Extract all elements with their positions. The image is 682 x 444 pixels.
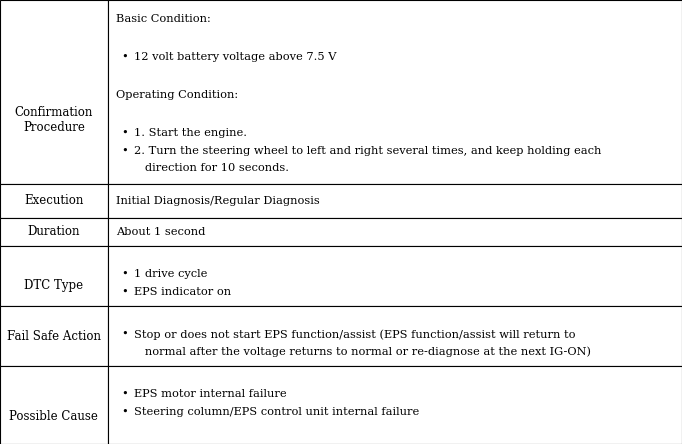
Bar <box>108 306 682 366</box>
Bar <box>0 366 108 444</box>
Text: •: • <box>121 269 128 279</box>
Text: Steering column/EPS control unit internal failure: Steering column/EPS control unit interna… <box>134 407 419 417</box>
Bar <box>0 306 108 366</box>
Text: 1 drive cycle: 1 drive cycle <box>134 269 207 279</box>
Text: Execution: Execution <box>24 194 84 207</box>
Text: Confirmation
Procedure: Confirmation Procedure <box>15 106 93 134</box>
Bar <box>0 184 108 218</box>
Text: normal after the voltage returns to normal or re-diagnose at the next IG-ON): normal after the voltage returns to norm… <box>134 347 591 357</box>
Bar <box>0 246 108 306</box>
Text: Operating Condition:: Operating Condition: <box>116 90 238 100</box>
Bar <box>108 218 682 246</box>
Text: 12 volt battery voltage above 7.5 V: 12 volt battery voltage above 7.5 V <box>134 52 336 62</box>
Bar <box>108 184 682 218</box>
Text: •: • <box>121 128 128 138</box>
Text: EPS indicator on: EPS indicator on <box>134 287 231 297</box>
Text: •: • <box>121 146 128 156</box>
Bar <box>108 0 682 184</box>
Text: Stop or does not start EPS function/assist (EPS function/assist will return to: Stop or does not start EPS function/assi… <box>134 329 575 340</box>
Text: Possible Cause: Possible Cause <box>10 410 98 423</box>
Bar <box>0 218 108 246</box>
Bar <box>0 0 108 184</box>
Text: 1. Start the engine.: 1. Start the engine. <box>134 128 247 138</box>
Text: Basic Condition:: Basic Condition: <box>116 14 211 24</box>
Text: •: • <box>121 287 128 297</box>
Text: •: • <box>121 329 128 339</box>
Text: Initial Diagnosis/Regular Diagnosis: Initial Diagnosis/Regular Diagnosis <box>116 196 320 206</box>
Text: EPS motor internal failure: EPS motor internal failure <box>134 389 286 399</box>
Text: DTC Type: DTC Type <box>25 279 83 292</box>
Text: •: • <box>121 407 128 417</box>
Text: 2. Turn the steering wheel to left and right several times, and keep holding eac: 2. Turn the steering wheel to left and r… <box>134 146 601 156</box>
Text: About 1 second: About 1 second <box>116 227 205 237</box>
Text: Fail Safe Action: Fail Safe Action <box>7 330 101 343</box>
Text: •: • <box>121 52 128 62</box>
Text: •: • <box>121 389 128 399</box>
Bar <box>108 366 682 444</box>
Text: direction for 10 seconds.: direction for 10 seconds. <box>134 163 288 174</box>
Bar <box>108 246 682 306</box>
Text: Duration: Duration <box>28 226 80 238</box>
